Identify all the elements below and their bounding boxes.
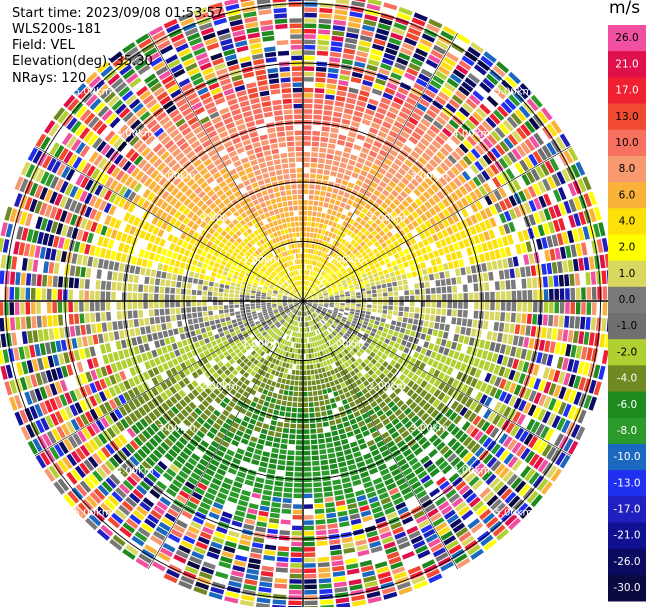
colorbar-swatch: [608, 286, 646, 314]
colorbar-swatch: [608, 155, 646, 183]
range-label: 2.00km: [200, 381, 238, 392]
range-label: 5.00km: [494, 507, 532, 518]
colorbar-tick-label: -26.0: [613, 556, 640, 568]
colorbar-tick-label: 8.0: [619, 163, 636, 175]
range-label: 5.00km: [494, 87, 532, 98]
colorbar-tick-label: 13.0: [615, 111, 638, 123]
colorbar-tick-label: -2.0: [617, 346, 638, 358]
colorbar-swatch: [608, 129, 646, 157]
colorbar-tick-label: 26.0: [615, 32, 638, 44]
colorbar-tick-label: 21.0: [615, 58, 638, 70]
range-label: 4.00km: [452, 129, 490, 140]
colorbar-tick-label: -21.0: [613, 530, 640, 542]
colorbar-swatch: [608, 339, 646, 366]
colorbar-swatch: [608, 496, 646, 523]
azimuth-spokes: [0, 0, 613, 607]
colorbar-tick-label: 1.0: [619, 268, 636, 280]
nrays-label: NRays: 120: [12, 71, 87, 86]
spoke-240: [34, 300, 304, 456]
colorbar-tick-label: -6.0: [617, 399, 638, 411]
colorbar-tick-label: 6.0: [619, 189, 636, 201]
colorbar-swatch: [608, 391, 646, 419]
spoke-120: [302, 300, 572, 456]
colorbar-tick-label: -13.0: [613, 477, 640, 489]
colorbar-swatch: [608, 25, 646, 52]
range-label: 3.00km: [410, 171, 448, 182]
range-label: 1.00km: [242, 339, 280, 350]
colorbar-swatch: [608, 470, 646, 497]
colorbar-swatch: [608, 574, 646, 602]
colorbar-tick-label: -4.0: [617, 373, 638, 385]
spoke-330: [148, 32, 304, 302]
range-label: 2.00km: [368, 381, 406, 392]
colorbar-swatch: [608, 260, 646, 288]
range-label: 3.00km: [410, 423, 448, 434]
range-label: 3.00km: [158, 423, 196, 434]
range-label: 3.00km: [158, 171, 196, 182]
spoke-30: [302, 32, 458, 302]
colorbar-tick-label: 4.0: [619, 216, 636, 228]
start-time-label: Start time: 2023/09/08 01:53:57: [12, 6, 224, 21]
velocity-cells: [0, 0, 613, 607]
colorbar-swatch: [608, 103, 646, 131]
range-label: 5.00km: [74, 507, 112, 518]
spoke-300: [34, 146, 304, 302]
colorbar-tick-label: 17.0: [615, 85, 638, 97]
range-label: 2.00km: [200, 213, 238, 224]
range-label: 4.00km: [452, 465, 490, 476]
colorbar-swatch: [608, 417, 646, 445]
colorbar-swatch: [608, 548, 646, 576]
colorbar-swatch: [608, 77, 646, 105]
colorbar-unit: m/s: [609, 0, 641, 18]
elevation-label: Elevation(deg): 35.30: [12, 54, 153, 69]
spoke-60: [302, 146, 572, 302]
colorbar-swatch: [608, 443, 646, 471]
instrument-label: WLS200s-181: [12, 22, 102, 37]
spoke-210: [148, 300, 304, 570]
colorbar-tick-label: -10.0: [613, 451, 640, 463]
colorbar-swatch: [608, 208, 646, 235]
colorbar-swatch: [608, 313, 646, 340]
range-label: 5.00km: [74, 87, 112, 98]
colorbar-tick-label: -17.0: [613, 504, 640, 516]
colorbar-tick-label: 0.0: [619, 294, 636, 306]
colorbar-tick-label: 2.0: [619, 242, 636, 254]
range-label: 1.00km: [326, 255, 364, 266]
colorbar-tick-label: -8.0: [617, 425, 638, 437]
colorbar-tick-label: -1.0: [617, 320, 638, 332]
colorbar-swatch: [608, 51, 646, 78]
colorbar-swatch: [608, 234, 646, 262]
range-label: 1.00km: [326, 339, 364, 350]
spoke-150: [302, 300, 458, 570]
range-labels: 1.00km 1.00km 1.00km 1.00km 2.00km 2.00km 2.00…: [74, 87, 533, 519]
colorbar-swatch: [608, 522, 646, 550]
range-label: 4.00km: [116, 465, 154, 476]
range-label: 4.00km: [116, 129, 154, 140]
field-label: Field: VEL: [12, 38, 75, 53]
colorbar-tick-label: -30.0: [613, 582, 640, 594]
colorbar-swatch: [608, 365, 646, 393]
colorbar-swatch: [608, 182, 646, 209]
range-label: 2.00km: [368, 213, 406, 224]
colorbar-tick-label: 10.0: [615, 137, 638, 149]
range-label: 1.00km: [242, 255, 280, 266]
